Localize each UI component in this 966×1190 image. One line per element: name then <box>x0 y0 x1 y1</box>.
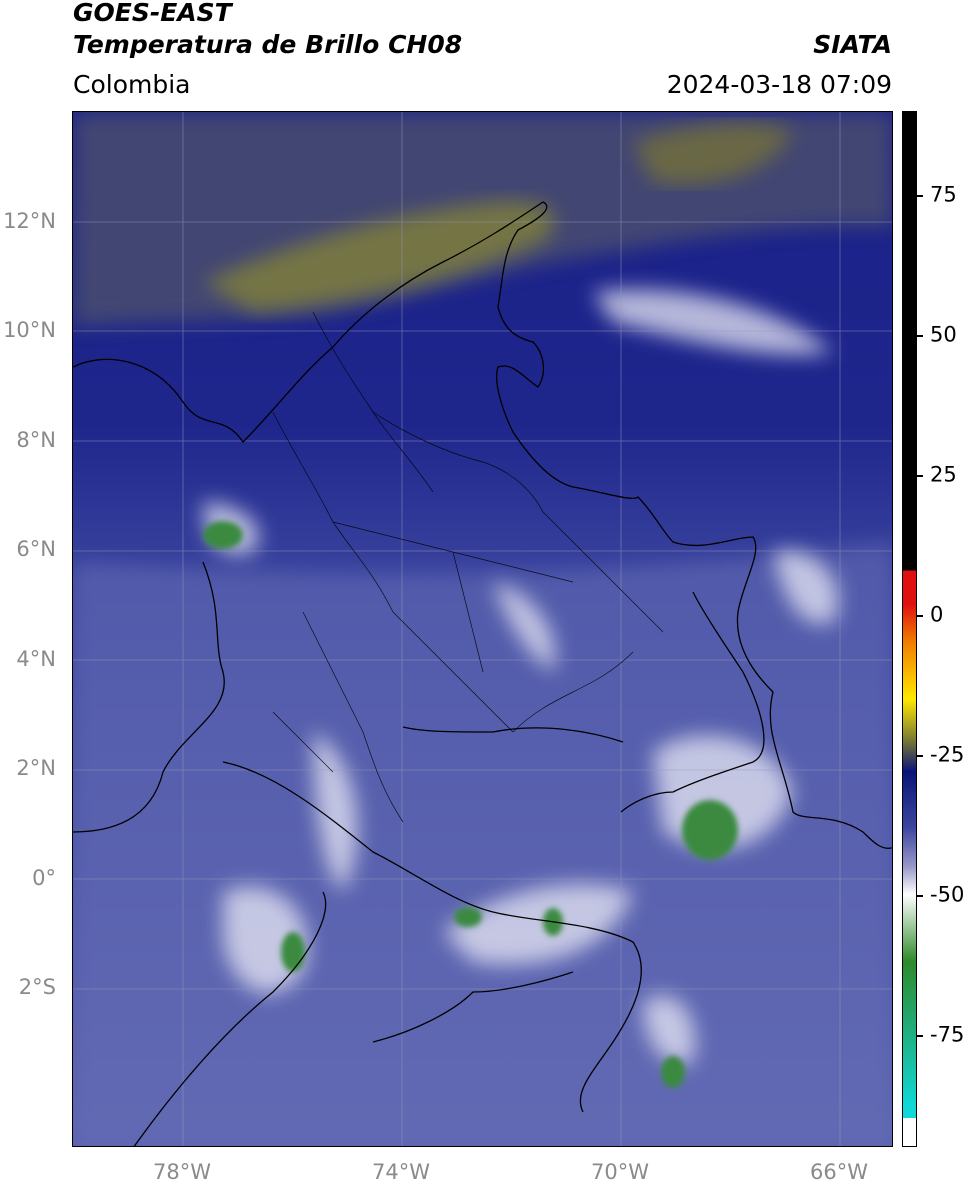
lon-label-66w: 66°W <box>810 1160 868 1184</box>
colorbar-tick-label: 25 <box>930 462 957 487</box>
lon-label-78w: 78°W <box>153 1160 211 1184</box>
colorbar-tick <box>917 335 923 337</box>
colorbar-tick-label: -50 <box>930 882 965 907</box>
colorbar-tick-label: -25 <box>930 742 965 767</box>
colorbar-tick <box>917 895 923 897</box>
colorbar-tick-label: 50 <box>930 322 957 347</box>
colorbar-tick-label: 75 <box>930 182 957 207</box>
lon-label-70w: 70°W <box>591 1160 649 1184</box>
lat-label-0: 0° <box>32 866 56 890</box>
colorbar-tick <box>917 475 923 477</box>
colorbar-tick <box>917 615 923 617</box>
colorbar-tick <box>917 1035 923 1037</box>
internal-borders <box>272 311 664 823</box>
lat-label-2n: 2°N <box>16 756 56 780</box>
country-borders <box>73 201 892 1146</box>
colorbar-tick <box>917 195 923 197</box>
lat-label-4n: 4°N <box>16 647 56 671</box>
colorbar-tick <box>917 755 923 757</box>
lat-label-8n: 8°N <box>16 428 56 452</box>
lat-label-6n: 6°N <box>16 537 56 561</box>
colorbar-tick-label: 0 <box>930 602 944 627</box>
source-label: SIATA <box>813 30 892 59</box>
colorbar <box>902 111 917 1147</box>
lon-label-74w: 74°W <box>372 1160 430 1184</box>
lat-label-12n: 12°N <box>3 209 56 233</box>
satellite-map <box>72 111 893 1147</box>
map-imagery <box>73 112 892 1146</box>
colorbar-tick-label: -75 <box>930 1022 965 1047</box>
lat-label-2s: 2°S <box>18 975 56 999</box>
graticule <box>73 112 892 1146</box>
satellite-title: GOES-EAST <box>73 0 232 27</box>
product-title: Temperatura de Brillo CH08 <box>73 30 463 59</box>
region-label: Colombia <box>73 70 191 99</box>
datetime-label: 2024-03-18 07:09 <box>666 70 892 99</box>
lat-label-10n: 10°N <box>3 318 56 342</box>
